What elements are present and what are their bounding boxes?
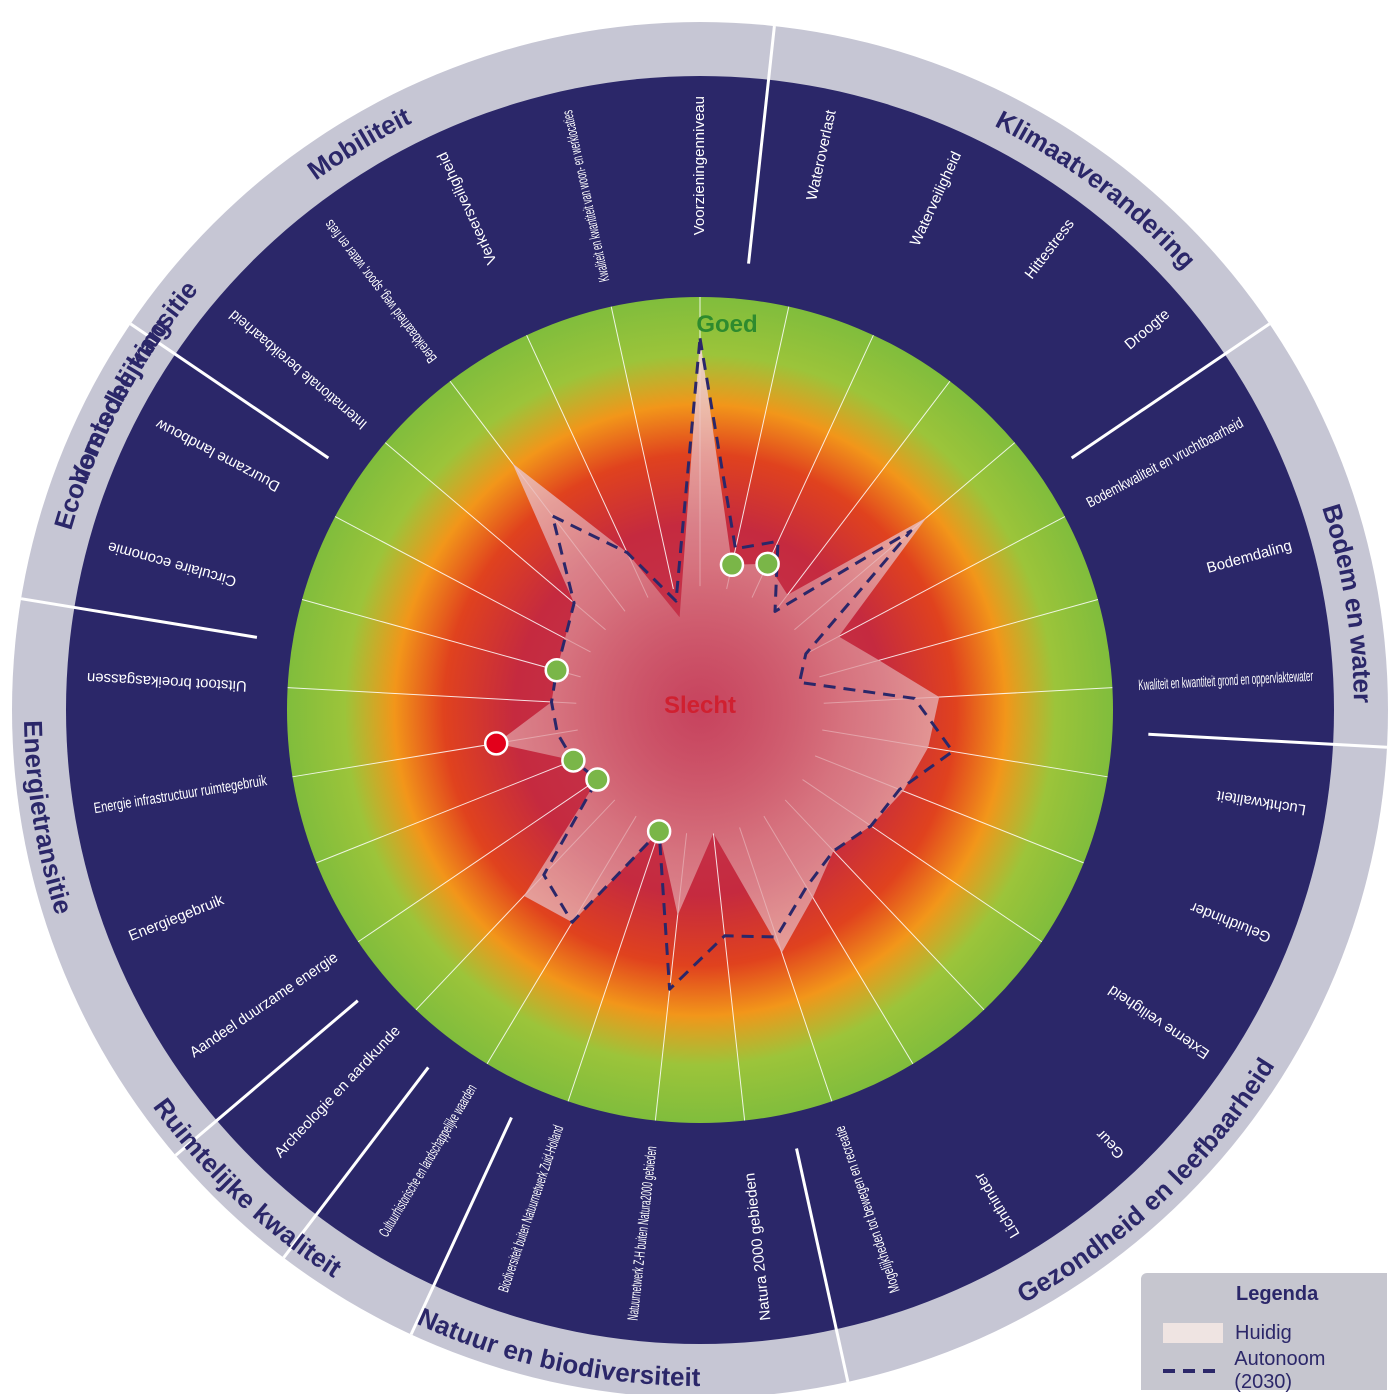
- data-point-green: [544, 657, 569, 683]
- category-separator: [282, 1066, 430, 1259]
- legend-item-current: Huidig: [1163, 1319, 1292, 1347]
- legend-title: Legenda: [1236, 1283, 1319, 1305]
- category-separator: [409, 1116, 513, 1336]
- center-label-good: Goed: [696, 311, 757, 338]
- axis-line: [287, 687, 577, 704]
- category-separator: [747, 25, 776, 264]
- legend-label-autonomous: Autonoom (2030): [1234, 1348, 1326, 1393]
- series-autonomous-line: [542, 336, 955, 991]
- data-point-green: [646, 819, 672, 844]
- axis-line: [610, 306, 674, 590]
- axis-line: [357, 779, 598, 943]
- axis-line: [301, 599, 581, 678]
- legend-swatch-current: [1163, 1323, 1223, 1343]
- data-point-red: [483, 731, 509, 756]
- category-separator: [20, 597, 258, 639]
- axis-label: Voorzieningenniveau: [691, 96, 708, 235]
- axis-line: [726, 306, 790, 590]
- legend-label-current: Huidig: [1235, 1321, 1292, 1344]
- data-point-green: [585, 767, 610, 792]
- axis-line: [334, 516, 591, 653]
- category-separator: [795, 1148, 850, 1383]
- axis-line: [567, 827, 661, 1102]
- legend-swatch-autonomous: [1163, 1369, 1223, 1373]
- legend-item-autonomous: Autonoom (2030): [1163, 1348, 1387, 1393]
- category-separator: [174, 999, 359, 1157]
- category-separator: [1148, 732, 1388, 749]
- category-separator: [1070, 322, 1271, 460]
- series-current-area: [496, 338, 940, 953]
- axis-line: [316, 755, 586, 864]
- center-label-bad: Slecht: [664, 692, 736, 719]
- data-point-green: [719, 552, 745, 578]
- axis-line: [809, 516, 1066, 653]
- axis-line: [712, 833, 746, 1121]
- category-separators: [20, 25, 1388, 1383]
- category-separator: [129, 322, 330, 460]
- axis-line: [384, 442, 606, 631]
- data-point-green: [561, 748, 586, 773]
- axis-line: [774, 380, 951, 612]
- data-point-green: [755, 551, 780, 577]
- legend: Legenda Huidig Autonoom (2030): [1141, 1273, 1387, 1393]
